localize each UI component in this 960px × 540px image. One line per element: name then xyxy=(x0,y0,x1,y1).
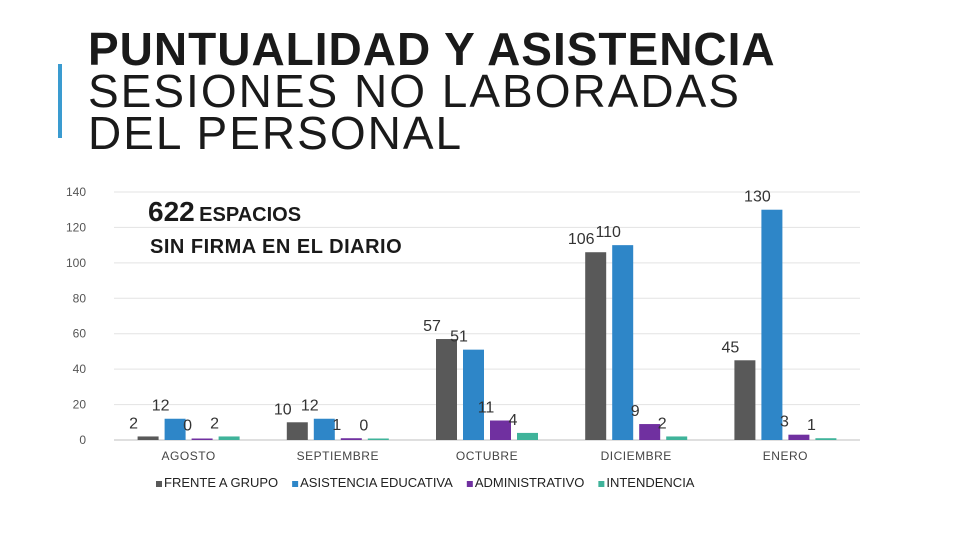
y-tick-label: 20 xyxy=(73,398,87,412)
bar xyxy=(639,424,661,440)
title-line-3: DEL PERSONAL xyxy=(88,107,464,159)
data-label: 0 xyxy=(183,418,192,435)
data-label: 51 xyxy=(450,329,468,346)
annotation-total: 622 ESPACIOS xyxy=(148,196,301,228)
data-label: 1 xyxy=(807,417,816,434)
data-label: 12 xyxy=(152,398,170,415)
data-label: 4 xyxy=(509,412,518,429)
bar xyxy=(788,434,810,440)
category-label: ENERO xyxy=(763,449,808,463)
category-label: DICIEMBRE xyxy=(601,449,672,463)
data-label: 9 xyxy=(631,403,640,420)
data-label: 1 xyxy=(332,417,341,434)
bar xyxy=(490,420,511,440)
data-label: 0 xyxy=(359,418,368,435)
data-label: 110 xyxy=(595,224,621,241)
y-tick-label: 80 xyxy=(73,291,87,305)
legend-swatch xyxy=(156,481,162,487)
y-tick-label: 140 xyxy=(66,185,86,199)
data-label: 106 xyxy=(568,231,595,248)
legend-entry: INTENDENCIA xyxy=(606,475,694,490)
legend-swatch xyxy=(598,481,605,487)
slide-title: PUNTUALIDAD Y ASISTENCIA SESIONES NO LAB… xyxy=(88,23,776,159)
bar xyxy=(463,349,484,440)
bar xyxy=(164,418,186,440)
data-label: 11 xyxy=(478,400,495,417)
bar xyxy=(367,438,389,440)
bar xyxy=(218,436,240,440)
data-label: 2 xyxy=(129,415,138,432)
data-label: 2 xyxy=(658,415,667,432)
category-label: AGOSTO xyxy=(162,449,216,463)
legend-swatch xyxy=(292,481,299,487)
bar xyxy=(340,438,362,440)
data-label: 3 xyxy=(780,414,789,431)
data-label: 57 xyxy=(423,318,441,335)
data-label: 45 xyxy=(722,339,740,356)
data-label: 12 xyxy=(301,398,319,415)
y-tick-label: 120 xyxy=(66,220,86,234)
category-label: OCTUBRE xyxy=(456,449,518,463)
y-tick-label: 40 xyxy=(73,362,87,376)
data-label: 130 xyxy=(744,189,771,206)
annotation-subtitle: SIN FIRMA EN EL DIARIO xyxy=(150,236,403,258)
bar xyxy=(761,209,783,440)
annotation-word: ESPACIOS xyxy=(199,204,302,226)
data-label: 10 xyxy=(274,401,292,418)
bar xyxy=(612,245,634,440)
bar xyxy=(286,422,308,440)
title-line-1: PUNTUALIDAD Y ASISTENCIA xyxy=(88,23,776,75)
legend-entry: FRENTE A GRUPO xyxy=(164,475,278,490)
data-label: 2 xyxy=(210,415,219,432)
legend-entry: ADMINISTRATIVO xyxy=(475,475,585,490)
title-accent-bar xyxy=(58,64,62,138)
y-tick-label: 100 xyxy=(66,256,86,270)
bar xyxy=(815,438,837,440)
bar xyxy=(191,438,213,440)
bar xyxy=(666,436,688,440)
bar xyxy=(313,418,335,440)
title-line-2: SESIONES NO LABORADAS xyxy=(88,65,741,117)
bar xyxy=(436,339,457,440)
bar xyxy=(517,432,538,440)
bar xyxy=(734,360,756,440)
y-tick-label: 60 xyxy=(73,327,87,341)
bar xyxy=(585,252,607,440)
category-label: SEPTIEMBRE xyxy=(297,449,379,463)
bar xyxy=(137,436,159,440)
legend-swatch xyxy=(466,481,473,487)
legend-entry: ASISTENCIA EDUCATIVA xyxy=(300,475,453,490)
annotation-number: 622 xyxy=(148,196,195,227)
y-tick-label: 0 xyxy=(79,433,86,447)
